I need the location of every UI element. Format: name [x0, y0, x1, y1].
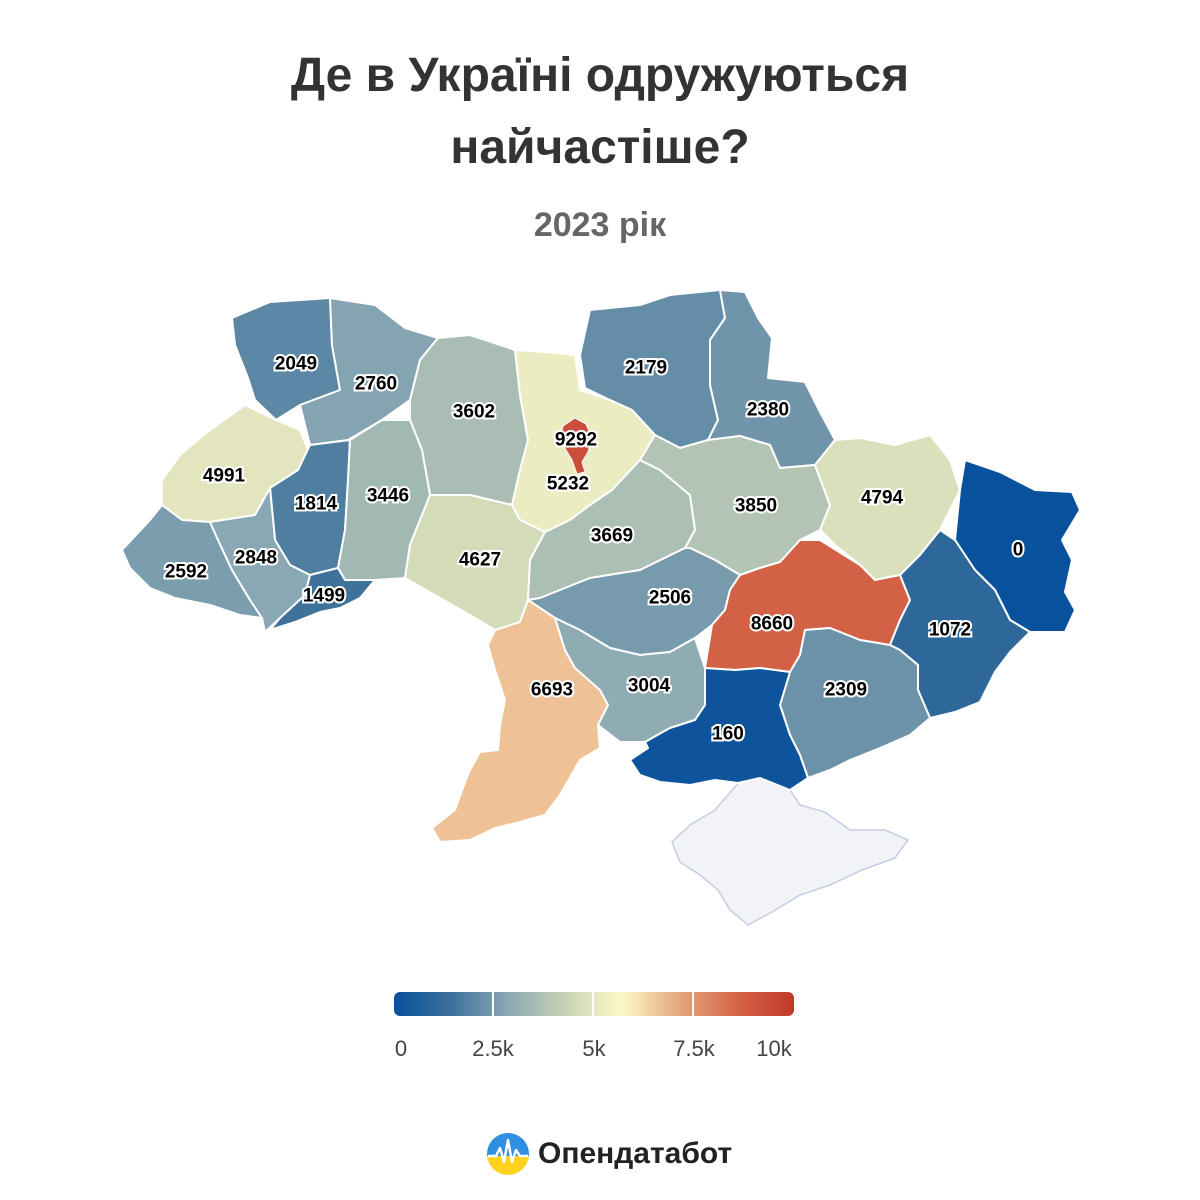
label-zaporizka: 2309 — [825, 680, 867, 701]
label-ivano-frankivska: 2848 — [235, 548, 277, 569]
label-odeska: 6693 — [531, 680, 573, 701]
label-kyiv-city: 9292 — [555, 430, 597, 451]
label-khersonska: 160 — [712, 724, 744, 745]
chart-subtitle: 2023 рік — [533, 206, 667, 244]
label-volynska: 2049 — [275, 354, 317, 375]
regions-layer — [121, 289, 1081, 843]
label-lvivska: 4991 — [203, 466, 246, 487]
legend-tick-7-5k: 7.5k — [673, 1036, 715, 1061]
label-poltavska: 3850 — [735, 496, 777, 517]
label-vinnytska: 4627 — [459, 550, 501, 571]
label-kyivska: 5232 — [547, 474, 589, 495]
region-khersonska[interactable] — [629, 667, 809, 791]
title-line-2: найчастіше? — [450, 121, 750, 174]
region-crimea — [671, 777, 910, 926]
label-sumska: 2380 — [747, 400, 789, 421]
color-scale-legend — [394, 992, 794, 1016]
legend-segment-4 — [694, 992, 794, 1016]
legend-segment-2 — [494, 992, 592, 1016]
region-chernivetska[interactable] — [269, 567, 376, 631]
label-mykolaivska: 3004 — [628, 676, 671, 697]
chart-title: Де в Україні одружуються найчастіше? — [0, 40, 1200, 184]
opendatabot-logo-icon — [487, 1133, 529, 1175]
label-ternopilska: 1814 — [295, 494, 338, 515]
label-donetska: 1072 — [929, 620, 971, 641]
label-cherkaska: 3669 — [591, 526, 633, 547]
brand-name: Опендатабот — [538, 1137, 733, 1170]
label-chernivetska: 1499 — [303, 586, 345, 607]
legend-tick-10k: 10k — [756, 1036, 792, 1061]
label-kharkivska: 4794 — [861, 488, 904, 509]
legend-tick-2-5k: 2.5k — [472, 1036, 514, 1061]
label-dnipropetrovska: 8660 — [751, 614, 793, 635]
legend-segment-3 — [594, 992, 692, 1016]
label-zakarpatska: 2592 — [165, 562, 207, 583]
label-zhytomyrska: 3602 — [453, 402, 495, 423]
legend-segment-1 — [394, 992, 492, 1016]
legend-tick-5k: 5k — [582, 1036, 606, 1061]
region-kyiv-city[interactable] — [559, 417, 593, 475]
labels-layer: 2049 2760 3602 9292 5232 2179 2380 4991 … — [163, 352, 1025, 747]
brand: Опендатабот — [486, 1132, 732, 1176]
legend-tick-0: 0 — [394, 1036, 408, 1061]
label-chernihivska: 2179 — [625, 358, 667, 379]
title-line-1: Де в Україні одружуються — [290, 49, 910, 102]
label-khmelnytska: 3446 — [367, 486, 409, 507]
label-rivnenska: 2760 — [355, 374, 397, 395]
label-kirovohradska: 2506 — [649, 588, 691, 609]
label-luhanska: 0 — [1013, 540, 1024, 561]
